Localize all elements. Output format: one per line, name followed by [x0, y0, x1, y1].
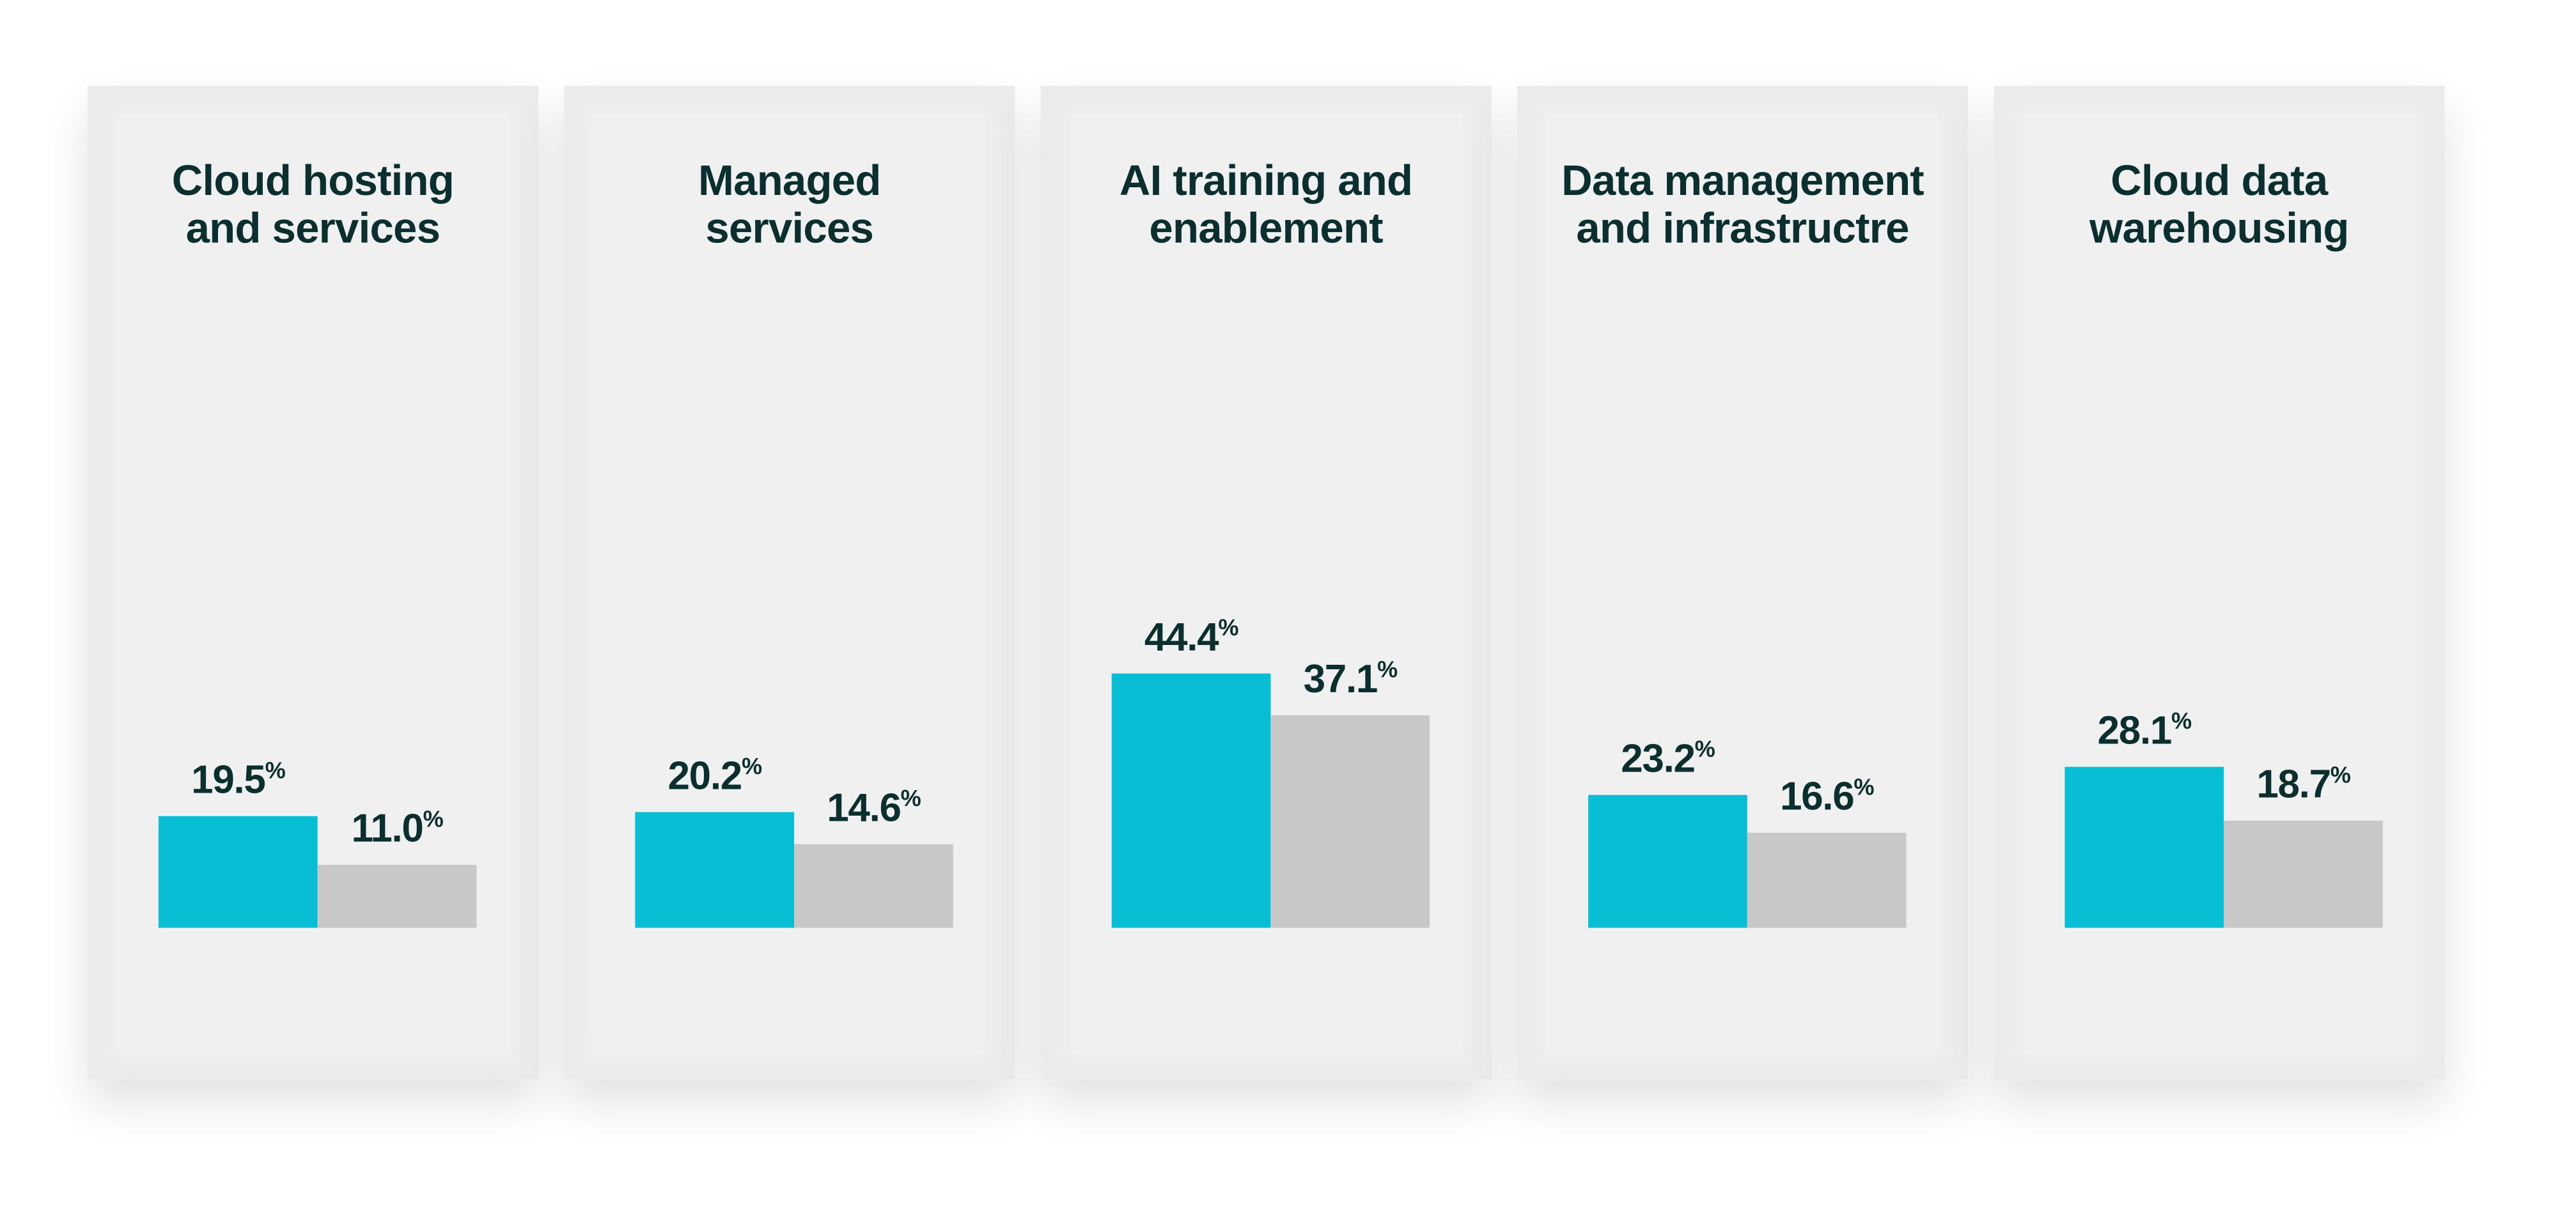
- value-label: 37.1%: [1304, 656, 1398, 701]
- value-label: 14.6%: [827, 785, 921, 830]
- value-label: 16.6%: [1780, 773, 1874, 818]
- value-label: 19.5%: [191, 757, 285, 802]
- bar: [794, 844, 953, 928]
- chart-title: Cloud data warehousing: [2089, 155, 2349, 253]
- chart-title: Data management and infrastructre: [1561, 155, 1924, 253]
- bar: [1747, 832, 1907, 928]
- value-label: 44.4%: [1144, 614, 1238, 659]
- value-label: 23.2%: [1621, 736, 1715, 780]
- value-label: 28.1%: [2098, 708, 2192, 752]
- bar: [1111, 673, 1271, 928]
- bar: [317, 864, 477, 928]
- chart-title: Cloud hosting and services: [171, 155, 455, 253]
- bar: [2224, 820, 2383, 928]
- bar: [158, 816, 318, 928]
- value-label: 20.2%: [668, 753, 762, 798]
- chart-title: Managed services: [698, 155, 881, 253]
- chart-title: AI training and enablement: [1119, 155, 1413, 253]
- bar: [635, 812, 795, 928]
- bar: [1588, 795, 1747, 928]
- value-label: 18.7%: [2256, 761, 2350, 806]
- bar: [2065, 766, 2224, 928]
- bar: [1270, 715, 1430, 928]
- value-label: 11.0%: [352, 805, 444, 850]
